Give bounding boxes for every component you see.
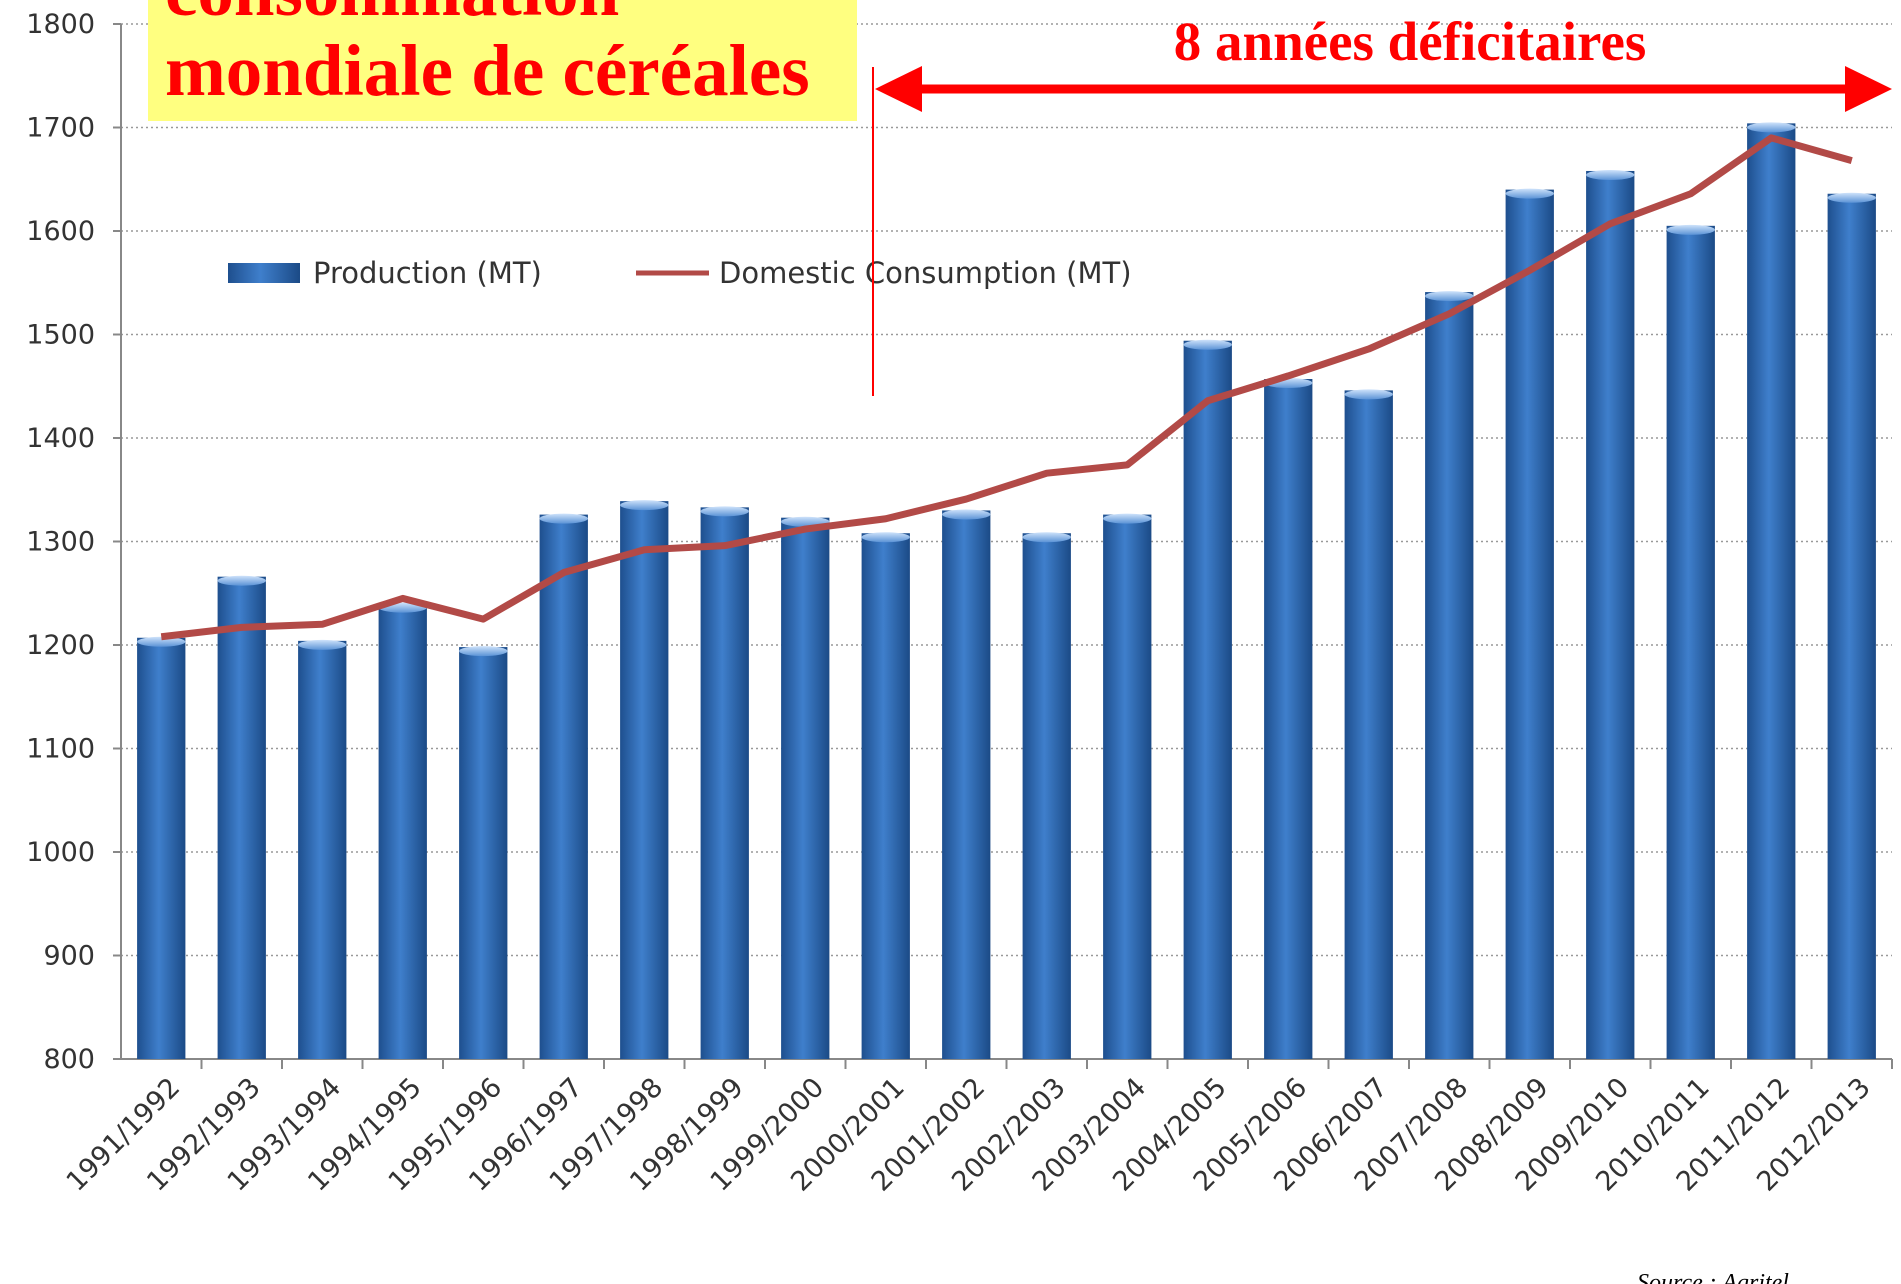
- bar: [378, 603, 427, 1059]
- bar-cap: [459, 646, 508, 657]
- bar: [1747, 123, 1796, 1060]
- legend-label: Domestic Consumption (MT): [719, 256, 1132, 290]
- bar: [459, 647, 508, 1059]
- bar-cap: [700, 506, 749, 517]
- bar: [1264, 379, 1313, 1059]
- bar: [1586, 170, 1635, 1060]
- y-tick-label: 1800: [26, 9, 95, 40]
- bar: [1344, 390, 1393, 1059]
- bar-cap: [217, 575, 266, 586]
- bar-cap: [861, 532, 910, 543]
- y-tick-label: 900: [43, 941, 95, 972]
- legend-label: Production (MT): [313, 256, 542, 290]
- line: [160, 134, 1853, 641]
- bar: [1666, 225, 1715, 1059]
- bar-cap: [137, 636, 186, 647]
- source: Source : Agritel: [1637, 1270, 1789, 1284]
- y-tick-label: 1100: [26, 734, 95, 765]
- annotation: 8 années déficitaires: [1174, 11, 1647, 72]
- bar-cap: [1183, 339, 1232, 350]
- bar-cap: [1586, 169, 1635, 180]
- y-tick-label: 1700: [26, 113, 95, 144]
- bar-cap: [298, 639, 347, 650]
- y-tick-label: 1000: [26, 837, 95, 868]
- chart-title: mondiale de céréales: [165, 30, 810, 111]
- bar: [1103, 514, 1152, 1059]
- legend-swatch: [228, 263, 300, 283]
- bar-cap: [539, 513, 588, 524]
- plot: 800 900 1000 1100 1200 1300 1400 1500 1600 1700 18…: [26, 9, 1893, 1198]
- y-tick-label: 1400: [26, 423, 95, 454]
- bar-cap: [1827, 192, 1876, 203]
- bar: [1827, 193, 1876, 1060]
- title-box: [148, 0, 857, 121]
- bar-cap: [620, 500, 669, 511]
- bar-cap: [1425, 291, 1474, 302]
- bar: [137, 637, 186, 1059]
- y-tick-label: 1500: [26, 320, 95, 351]
- bar-cap: [1666, 224, 1715, 235]
- bar: [861, 533, 910, 1059]
- y-tick-label: 800: [43, 1044, 95, 1075]
- bar: [700, 507, 749, 1060]
- chart-title: consommation: [165, 0, 619, 31]
- bar: [217, 576, 266, 1059]
- bar: [1505, 189, 1554, 1060]
- bar-cap: [942, 509, 991, 520]
- y-tick-label: 1300: [26, 527, 95, 558]
- bar: [781, 517, 830, 1059]
- bar: [620, 501, 669, 1059]
- bar-cap: [1103, 513, 1152, 524]
- y-tick-label: 1600: [26, 216, 95, 247]
- bar: [539, 514, 588, 1059]
- bar-cap: [1747, 122, 1796, 133]
- bar: [298, 640, 347, 1059]
- bar: [942, 510, 991, 1059]
- bar: [1183, 340, 1232, 1060]
- bar: [1425, 292, 1474, 1059]
- arrow-head: [1845, 66, 1892, 112]
- bar-cap: [1505, 188, 1554, 199]
- y-tick-label: 1200: [26, 630, 95, 661]
- bar: [1022, 533, 1071, 1059]
- bar-cap: [1022, 532, 1071, 543]
- arrow-head: [875, 66, 922, 112]
- bar-cap: [1344, 389, 1393, 400]
